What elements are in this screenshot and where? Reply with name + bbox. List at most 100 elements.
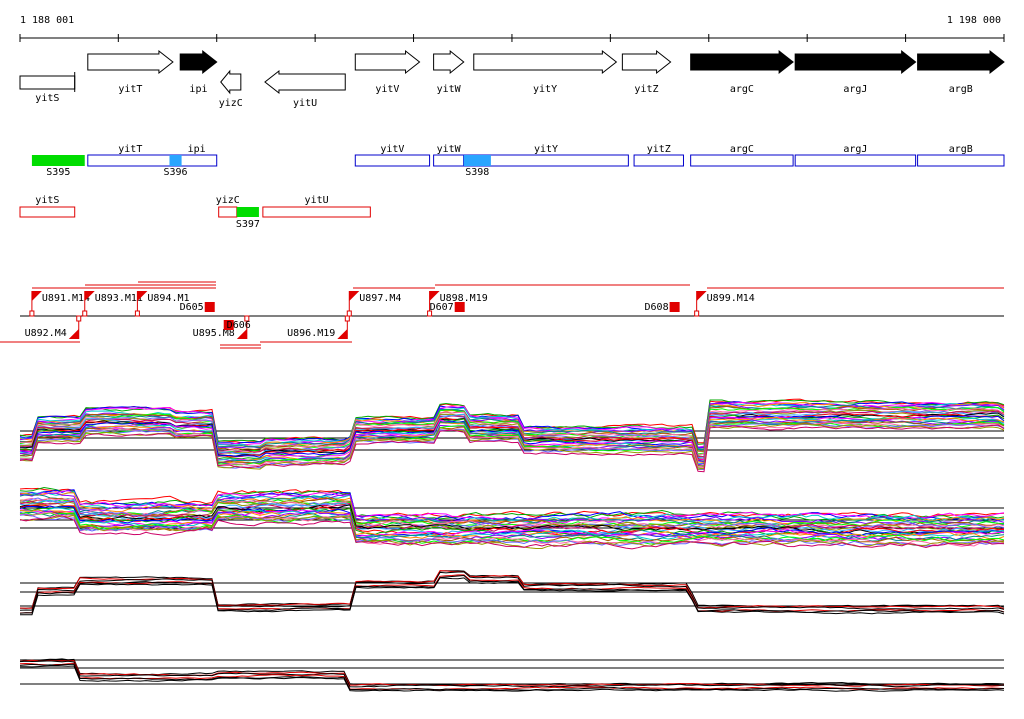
promoter-base [344,315,350,322]
plus-unit-argC[interactable] [690,154,794,167]
minus-terminator-D606[interactable] [223,320,234,330]
profile-line [19,663,1005,691]
profile-line [19,487,1005,519]
profile-line [19,412,1005,461]
gene-arrow-yitT[interactable] [87,49,174,75]
ruler-ticks [19,34,1005,42]
minus-promoter-label: U895.M8 [193,328,235,339]
profile-line [20,570,1005,609]
plus-promoter-U891.M14[interactable] [31,291,42,301]
gene-label: yitZ [634,84,658,95]
gene-arrow-yitU[interactable] [264,69,346,95]
gene-label: yitT [118,84,142,95]
plus-unit-yitT[interactable] [87,154,218,167]
plus-unit-yitW[interactable] [433,154,465,167]
profile-line [19,571,1005,611]
plus-promoter-U899.M14[interactable] [696,291,707,301]
profile-line [19,494,1005,526]
gene-label: yitS [35,93,59,104]
plus-segment-S398[interactable] [463,155,491,166]
expression-panel-2 [19,486,1005,550]
plus-terminator-D605[interactable] [204,302,215,312]
profile-line [19,514,1005,549]
gene-arrow-yitZ[interactable] [621,49,672,75]
profile-line [19,500,1005,534]
minus-promoter-U892.M4[interactable] [68,329,79,339]
gene-arrow-yitV[interactable] [354,49,421,75]
profile-line [19,410,1005,458]
plus-unit-argJ[interactable] [794,154,917,167]
plus-unit-label: yitZ [647,144,671,155]
promoter-base [82,310,88,317]
plus-unit-argB[interactable] [917,154,1005,167]
profile-line [19,421,1005,469]
promoter-base [134,310,140,317]
minus-promoter-label: U892.M4 [25,328,67,339]
plus-segment-S395[interactable] [31,155,85,166]
plus-unit-yitV[interactable] [354,154,431,167]
promoter-base [76,315,82,322]
plus-promoter-U897.M4[interactable] [349,291,360,301]
minus-promoter-U895.M8[interactable] [236,329,247,339]
plus-promoter-U893.M11[interactable] [84,291,95,301]
plus-unit-label: yitT [118,144,142,155]
gene-box-yitS[interactable] [19,75,76,90]
segment-label: S398 [465,167,489,178]
gene-arrow-ipi[interactable] [179,49,218,75]
plus-unit-label: ipi [188,144,206,155]
segment-label: S396 [163,167,187,178]
plus-unit-label: argJ [843,144,867,155]
promoter-base [346,310,352,317]
plus-unit-yitZ[interactable] [633,154,684,167]
plus-promoter-label: U898.M19 [440,293,488,304]
minus-unit-yizC[interactable] [218,206,238,218]
coordinate-ruler: 1 188 001 1 198 000 [19,15,1005,42]
plus-promoter-label: U897.M4 [359,293,401,304]
profile-line [19,570,1005,610]
profile-line [19,510,1005,543]
gene-arrow-yitY[interactable] [473,49,618,75]
gene-label: yitU [293,98,317,109]
plus-terminator-D608[interactable] [669,302,680,312]
plus-unit-label: yitY [534,144,558,155]
plus-terminator-D607[interactable] [454,302,465,312]
minus-unit-yitU[interactable] [262,206,371,218]
gene-arrow-yitW[interactable] [433,49,465,75]
plus-segment-S396[interactable] [169,155,182,166]
plus-promoter-U898.M19[interactable] [429,291,440,301]
profile-line [19,577,1005,616]
profile-line [19,659,1005,687]
gene-arrow-argJ[interactable] [794,49,917,75]
gene-label: argC [730,84,754,95]
profile-line [19,515,1004,550]
plus-transcript-lines [32,281,1004,289]
gene-arrow-argB[interactable] [917,49,1005,75]
expression-panel-3 [19,570,1005,616]
plus-promoter-U894.M1[interactable] [137,291,148,301]
profile-line [19,658,1005,686]
plus-strand-units-track: yitT ipi yitV yitW yitY yitZ argC argJ argB S395 S… [31,144,1005,178]
gene-arrow-yizC[interactable] [220,69,242,95]
plus-promoter-label: U891.M14 [42,293,90,304]
gene-arrow-argC[interactable] [690,49,794,75]
plus-promoter-label: U894.M1 [147,293,189,304]
profile-line [19,416,1005,462]
minus-unit-label: yitU [305,195,329,206]
plus-unit-label: yitV [380,144,404,155]
terminator-label: D605 [180,302,204,313]
minus-transcript-lines [0,341,352,349]
minus-unit-label: yitS [35,195,59,206]
terminator-label: D607 [430,302,454,313]
minus-promoter-U896.M19[interactable] [337,329,348,339]
profile-line [19,511,1005,547]
plus-unit-label: yitW [437,144,462,155]
plus-promoter-label: U893.M11 [95,293,143,304]
gene-label: ipi [189,84,207,95]
profile-line [19,423,1005,470]
profile-line [19,499,1005,528]
minus-segment-S397[interactable] [236,207,259,217]
gene-label: argB [949,84,973,95]
promoter-base [427,310,433,317]
minus-unit-yitS[interactable] [19,206,76,218]
